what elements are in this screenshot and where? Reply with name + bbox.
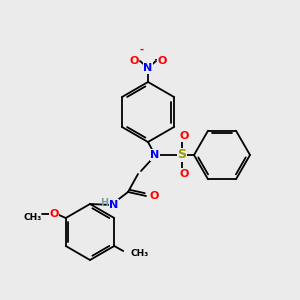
Text: O: O: [179, 131, 189, 141]
Text: O: O: [149, 191, 159, 201]
Text: +: +: [153, 55, 160, 64]
Text: H: H: [100, 198, 108, 208]
Text: N: N: [150, 150, 160, 160]
Text: N: N: [110, 200, 118, 210]
Text: O: O: [129, 56, 139, 66]
Text: O: O: [157, 56, 167, 66]
Text: -: -: [139, 45, 143, 55]
Text: N: N: [143, 63, 153, 73]
Text: CH₃: CH₃: [130, 250, 148, 259]
Text: CH₃: CH₃: [23, 212, 42, 221]
Text: O: O: [49, 209, 58, 219]
Text: S: S: [178, 148, 187, 161]
Text: O: O: [179, 169, 189, 179]
